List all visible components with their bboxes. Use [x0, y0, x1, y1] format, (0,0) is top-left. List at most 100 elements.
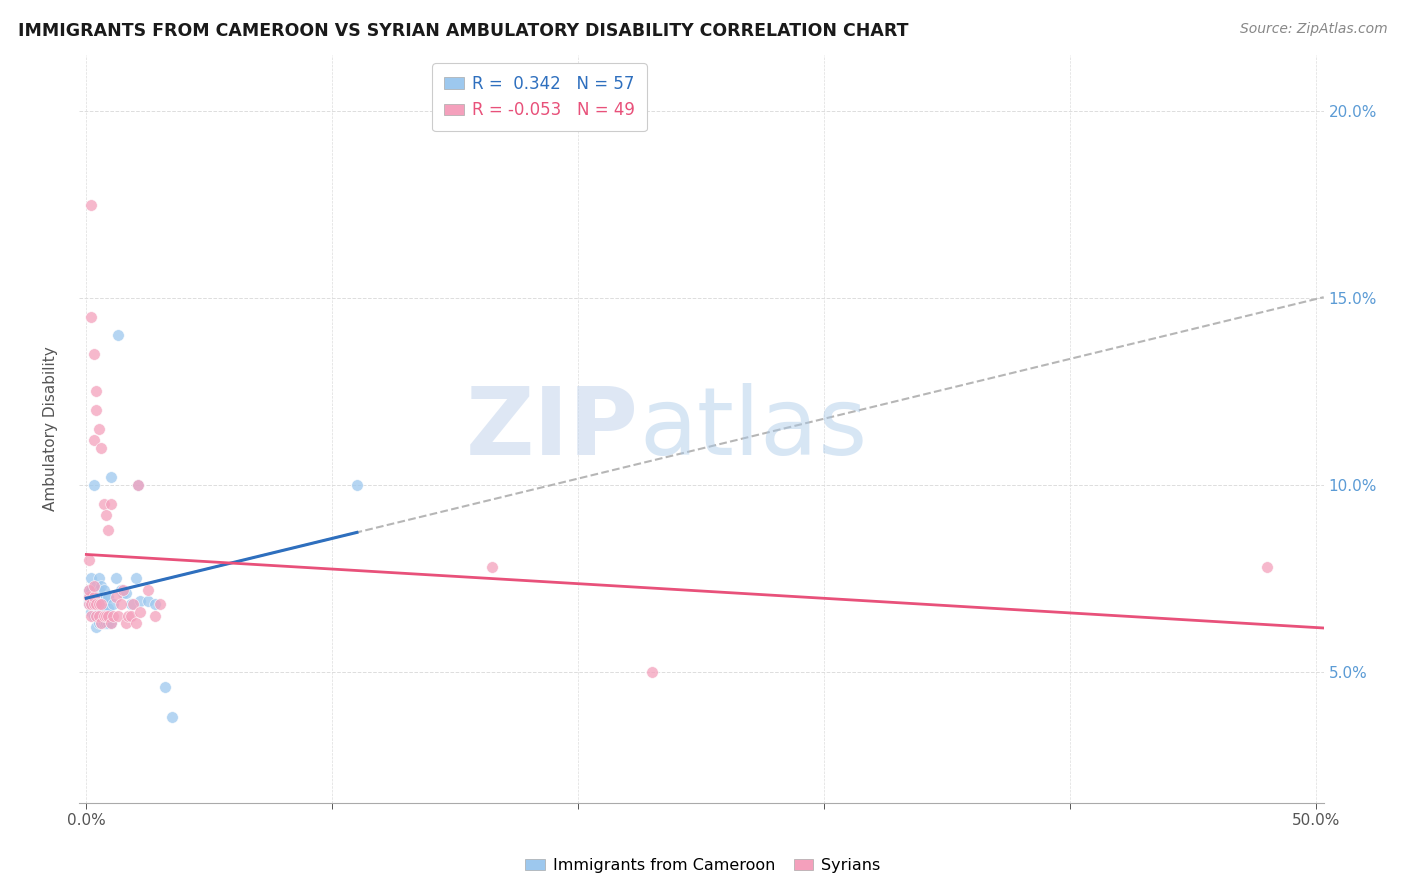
Text: Source: ZipAtlas.com: Source: ZipAtlas.com — [1240, 22, 1388, 37]
Point — [87, 571, 110, 585]
Point — [80, 590, 103, 604]
Point — [77, 593, 100, 607]
Point — [80, 197, 103, 211]
Point — [103, 608, 125, 623]
Point — [97, 601, 120, 615]
Point — [83, 579, 105, 593]
Point — [143, 608, 166, 623]
Point — [94, 508, 117, 522]
Point — [77, 598, 100, 612]
Text: ZIP: ZIP — [467, 383, 640, 475]
Point — [127, 478, 149, 492]
Point — [120, 598, 142, 612]
Point — [1256, 560, 1278, 574]
Point — [100, 497, 122, 511]
Point — [77, 586, 100, 600]
Point — [94, 608, 117, 623]
Point — [87, 616, 110, 631]
Point — [97, 608, 120, 623]
Point — [80, 310, 103, 324]
Point — [87, 608, 110, 623]
Point — [100, 470, 122, 484]
Point — [94, 605, 117, 619]
Point — [110, 598, 132, 612]
Point — [112, 586, 135, 600]
Point — [87, 590, 110, 604]
Point — [77, 582, 100, 597]
Point — [80, 605, 103, 619]
Point — [124, 571, 146, 585]
Point — [104, 571, 127, 585]
Point — [77, 590, 100, 604]
Point — [80, 598, 103, 612]
Text: atlas: atlas — [640, 383, 868, 475]
Point — [114, 616, 136, 631]
Point — [107, 328, 129, 343]
Point — [77, 590, 100, 604]
Point — [93, 608, 115, 623]
Point — [641, 665, 664, 679]
Point — [107, 608, 129, 623]
Point — [153, 680, 176, 694]
Point — [90, 616, 112, 631]
Point — [143, 598, 166, 612]
Point — [97, 590, 120, 604]
Point — [84, 590, 107, 604]
Point — [77, 552, 100, 566]
Point — [90, 590, 112, 604]
Point — [87, 422, 110, 436]
Point — [90, 598, 112, 612]
Point — [77, 590, 100, 604]
Point — [83, 590, 105, 604]
Point — [136, 582, 159, 597]
Point — [93, 582, 115, 597]
Point — [129, 593, 152, 607]
Point — [124, 616, 146, 631]
Point — [93, 497, 115, 511]
Point — [127, 478, 149, 492]
Point — [94, 590, 117, 604]
Point — [84, 384, 107, 399]
Point — [97, 523, 120, 537]
Point — [97, 616, 120, 631]
Legend: R =  0.342   N = 57, R = -0.053   N = 49: R = 0.342 N = 57, R = -0.053 N = 49 — [432, 63, 647, 131]
Point — [129, 605, 152, 619]
Legend: Immigrants from Cameroon, Syrians: Immigrants from Cameroon, Syrians — [519, 852, 887, 880]
Point — [87, 598, 110, 612]
Point — [84, 579, 107, 593]
Point — [83, 608, 105, 623]
Point — [84, 598, 107, 612]
Point — [77, 598, 100, 612]
Point — [136, 593, 159, 607]
Point — [93, 598, 115, 612]
Point — [83, 598, 105, 612]
Point — [112, 582, 135, 597]
Point — [114, 586, 136, 600]
Point — [110, 582, 132, 597]
Point — [93, 616, 115, 631]
Point — [90, 441, 112, 455]
Point — [87, 601, 110, 615]
Point — [77, 582, 100, 597]
Point — [84, 608, 107, 623]
Point — [117, 608, 139, 623]
Point — [84, 598, 107, 612]
Point — [83, 590, 105, 604]
Point — [84, 582, 107, 597]
Point — [90, 579, 112, 593]
Point — [90, 616, 112, 631]
Point — [100, 616, 122, 631]
Point — [84, 608, 107, 623]
Point — [149, 598, 172, 612]
Point — [80, 582, 103, 597]
Point — [80, 571, 103, 585]
Point — [346, 478, 368, 492]
Point — [84, 620, 107, 634]
Point — [100, 616, 122, 631]
Point — [93, 608, 115, 623]
Point — [122, 598, 145, 612]
Point — [80, 598, 103, 612]
Point — [162, 709, 184, 723]
Point — [103, 598, 125, 612]
Point — [481, 560, 503, 574]
